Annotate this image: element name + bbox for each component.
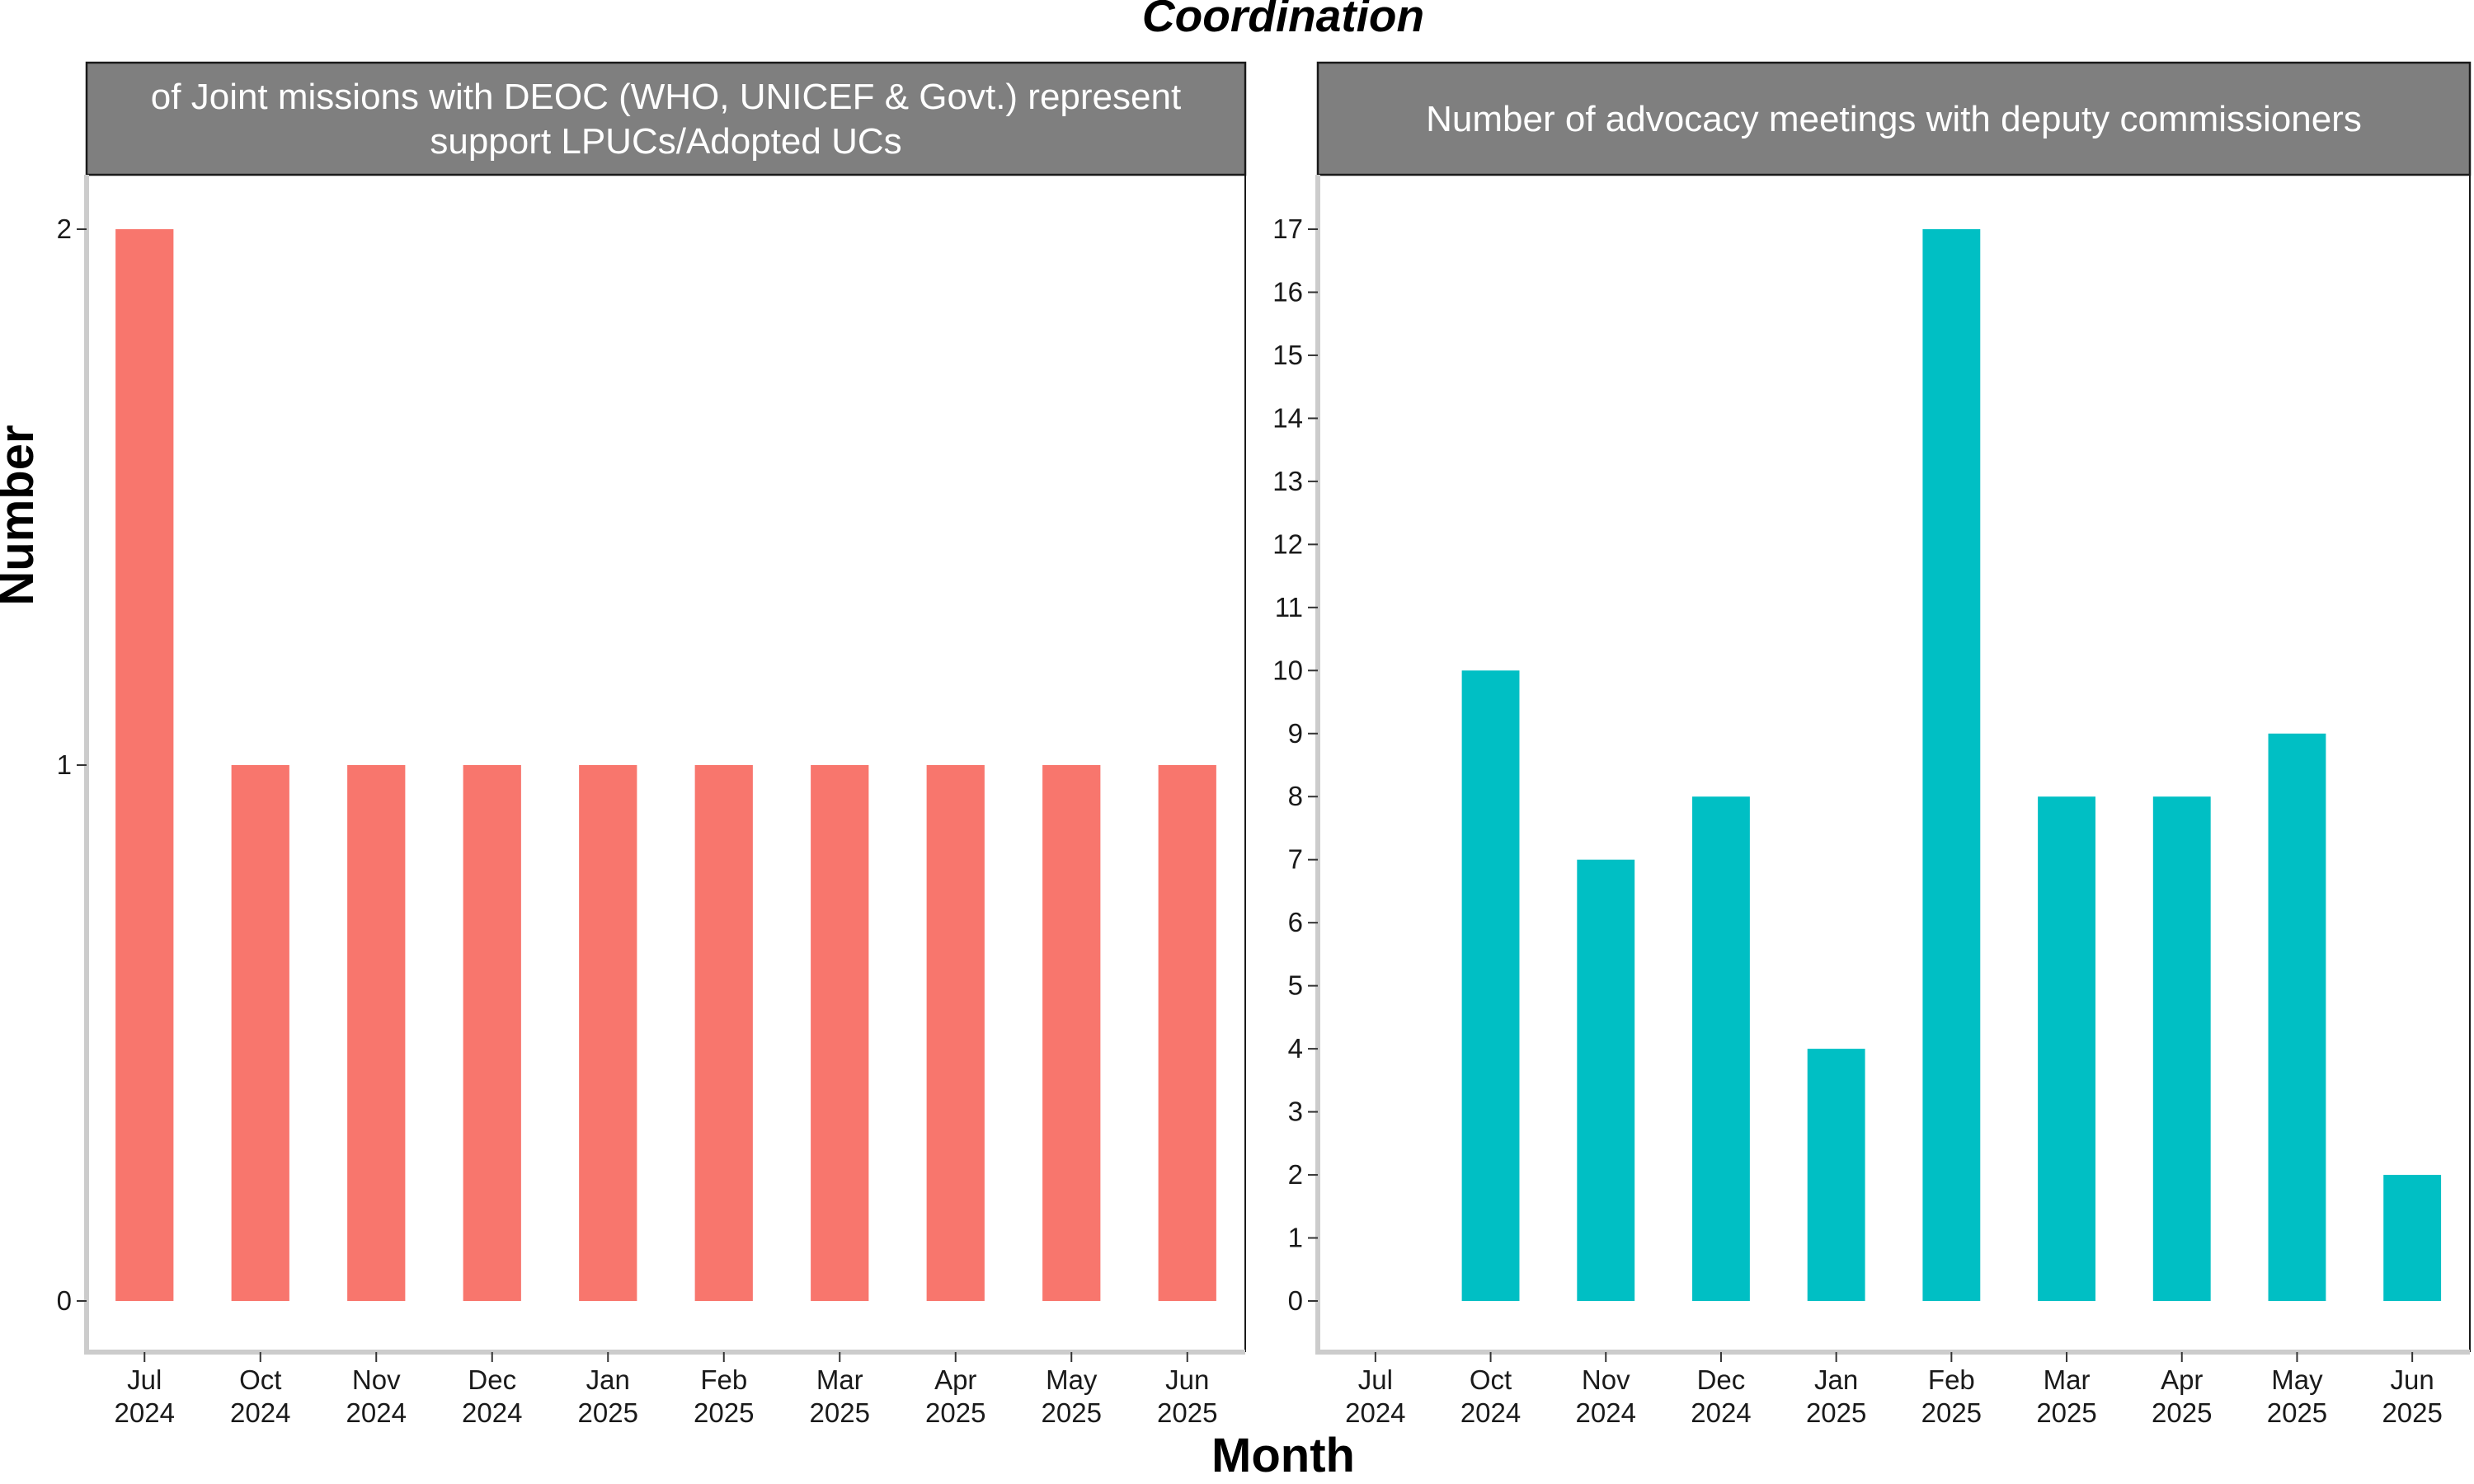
x-tick-label-year: 2025: [1042, 1397, 1102, 1428]
bar: [811, 765, 869, 1301]
x-tick-label-month: Feb: [700, 1364, 747, 1395]
x-axis-title: Month: [1211, 1429, 1355, 1482]
y-tick-label: 9: [1288, 718, 1303, 749]
bar: [2383, 1175, 2442, 1301]
bar: [347, 765, 406, 1301]
y-tick-label: 8: [1288, 781, 1303, 811]
y-tick-label: 15: [1272, 340, 1303, 370]
y-tick-label: 7: [1288, 844, 1303, 875]
x-tick-label-month: Nov: [352, 1364, 401, 1395]
bar: [115, 229, 174, 1301]
bar: [1692, 796, 1750, 1301]
x-tick-label-month: Apr: [934, 1364, 976, 1395]
panels-group: of Joint missions with DEOC (WHO, UNICEF…: [57, 61, 2472, 1428]
y-tick-label: 6: [1288, 907, 1303, 937]
strip-text-group: Number of advocacy meetings with deputy …: [1426, 99, 2362, 139]
x-tick-label-year: 2025: [578, 1397, 638, 1428]
bar: [579, 765, 637, 1301]
strip-background: [1316, 61, 2472, 176]
x-tick-label-month: Dec: [1697, 1364, 1746, 1395]
x-tick-label-year: 2025: [1921, 1397, 1982, 1428]
x-tick-label-month: Jun: [2391, 1364, 2434, 1395]
x-tick-label-month: May: [2271, 1364, 2323, 1395]
x-tick-label-year: 2025: [2036, 1397, 2096, 1428]
y-tick-label: 11: [1275, 592, 1303, 622]
y-tick-label: 16: [1272, 276, 1303, 307]
bar: [2268, 733, 2326, 1301]
panel-2: Number of advocacy meetings with deputy …: [1272, 61, 2472, 1428]
x-tick-label-month: Jul: [127, 1364, 162, 1395]
y-tick-label: 0: [1288, 1285, 1303, 1316]
strip-title-line: support LPUCs/Adopted UCs: [430, 121, 901, 162]
x-tick-label-year: 2024: [462, 1397, 522, 1428]
strip-background: [85, 61, 1247, 176]
x-tick-label-year: 2025: [2267, 1397, 2327, 1428]
bar: [1042, 765, 1101, 1301]
x-tick-label-month: Nov: [1582, 1364, 1630, 1395]
x-tick-label-year: 2024: [115, 1397, 175, 1428]
x-tick-label-year: 2025: [925, 1397, 985, 1428]
x-tick-label-year: 2025: [1157, 1397, 1217, 1428]
x-tick-label-year: 2024: [1691, 1397, 1751, 1428]
y-tick-label: 4: [1288, 1033, 1303, 1064]
y-tick-label: 17: [1272, 214, 1303, 244]
bar: [1158, 765, 1216, 1301]
y-tick-label: 1: [1288, 1223, 1303, 1253]
bar: [1577, 859, 1635, 1301]
bar: [2038, 796, 2095, 1301]
x-tick-label-year: 2025: [2152, 1397, 2212, 1428]
bar: [926, 765, 985, 1301]
x-tick-label-month: Oct: [239, 1364, 281, 1395]
y-tick-label: 3: [1288, 1097, 1303, 1127]
x-tick-label-year: 2025: [694, 1397, 754, 1428]
bar: [694, 765, 753, 1301]
y-axis-title: Number: [0, 425, 44, 605]
bar: [231, 765, 289, 1301]
x-tick-label-month: Jul: [1358, 1364, 1393, 1395]
strip-title-line: of Joint missions with DEOC (WHO, UNICEF…: [151, 77, 1181, 117]
x-tick-label-month: Feb: [1928, 1364, 1975, 1395]
x-tick-label-year: 2025: [1806, 1397, 1866, 1428]
y-tick-label: 1: [57, 749, 72, 780]
x-tick-label-month: Apr: [2161, 1364, 2203, 1395]
x-tick-label-month: Oct: [1470, 1364, 1512, 1395]
x-tick-label-month: May: [1046, 1364, 1098, 1395]
x-tick-label-year: 2024: [346, 1397, 407, 1428]
x-tick-label-year: 2024: [230, 1397, 290, 1428]
x-tick-label-year: 2025: [810, 1397, 870, 1428]
bar: [1922, 229, 1981, 1301]
y-tick-label: 5: [1288, 970, 1303, 1001]
bar: [1807, 1049, 1865, 1301]
chart-title: Coordination: [1142, 0, 1424, 41]
x-tick-label-year: 2024: [1576, 1397, 1636, 1428]
panel-1: of Joint missions with DEOC (WHO, UNICEF…: [57, 61, 1247, 1428]
y-tick-label: 2: [1288, 1159, 1303, 1190]
x-tick-label-month: Jun: [1165, 1364, 1209, 1395]
y-tick-label: 12: [1272, 528, 1303, 559]
strip-title-line: Number of advocacy meetings with deputy …: [1426, 99, 2362, 139]
y-tick-label: 13: [1272, 466, 1303, 496]
x-tick-label-month: Mar: [2044, 1364, 2091, 1395]
bar: [463, 765, 521, 1301]
x-tick-label-year: 2024: [1460, 1397, 1521, 1428]
x-tick-label-month: Dec: [468, 1364, 516, 1395]
y-tick-label: 2: [57, 214, 72, 244]
x-tick-label-month: Mar: [816, 1364, 863, 1395]
y-tick-label: 0: [57, 1285, 72, 1316]
y-tick-label: 14: [1272, 402, 1303, 433]
x-tick-label-year: 2025: [2382, 1397, 2442, 1428]
x-tick-label-year: 2024: [1345, 1397, 1405, 1428]
x-tick-label-month: Jan: [1814, 1364, 1858, 1395]
x-tick-label-month: Jan: [586, 1364, 630, 1395]
y-tick-label: 10: [1272, 655, 1303, 685]
bar: [2152, 796, 2211, 1301]
strip-text-group: of Joint missions with DEOC (WHO, UNICEF…: [151, 77, 1181, 162]
bar: [1461, 670, 1520, 1301]
